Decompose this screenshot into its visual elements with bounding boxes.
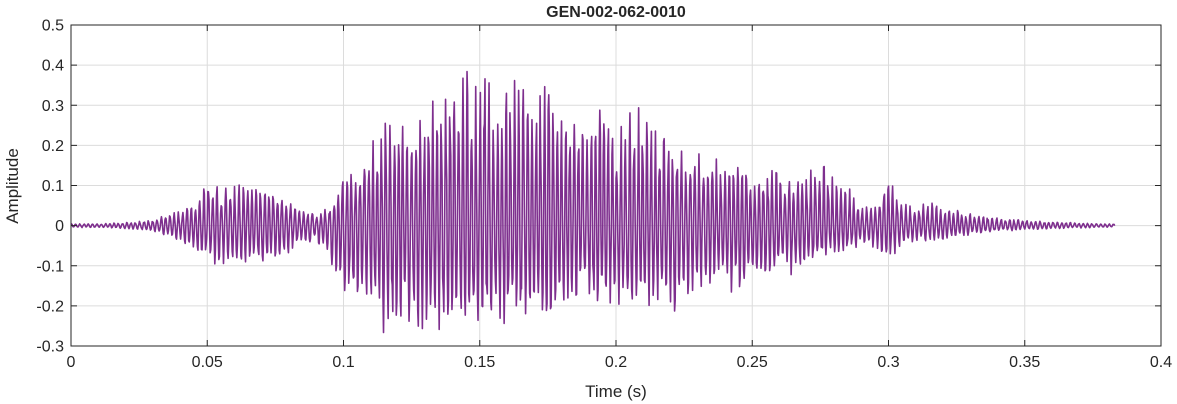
y-axis-label: Amplitude bbox=[3, 148, 22, 224]
chart-title: GEN-002-062-0010 bbox=[546, 4, 686, 21]
y-tick-label: 0.3 bbox=[42, 98, 64, 115]
y-tick-label: 0.1 bbox=[42, 178, 64, 195]
y-tick-label: -0.3 bbox=[36, 339, 64, 356]
x-tick-label: 0.2 bbox=[605, 354, 627, 371]
waveform-trace bbox=[70, 70, 1116, 334]
y-tick-label: 0.5 bbox=[42, 18, 64, 35]
tick-layer: 0 0.05 0.1 0.15 0.2 0.25 0.3 0.35 0.4 -0.3 -0.2 -0.… bbox=[36, 18, 1172, 372]
x-tick-label: 0.1 bbox=[332, 354, 354, 371]
x-tick-label: 0.05 bbox=[192, 354, 223, 371]
x-tick-label: 0.25 bbox=[737, 354, 768, 371]
trace-layer bbox=[70, 70, 1116, 334]
y-tick-label: 0 bbox=[55, 218, 64, 235]
y-tick-label: 0.2 bbox=[42, 138, 64, 155]
x-tick-label: 0.35 bbox=[1009, 354, 1040, 371]
x-tick-label: 0 bbox=[67, 354, 76, 371]
x-axis-label: Time (s) bbox=[585, 382, 647, 401]
y-tick-label: -0.1 bbox=[36, 258, 64, 275]
x-tick-label: 0.15 bbox=[464, 354, 495, 371]
x-tick-label: 0.3 bbox=[877, 354, 899, 371]
y-tick-label: 0.4 bbox=[42, 58, 64, 75]
y-tick-label: -0.2 bbox=[36, 298, 64, 315]
x-tick-label: 0.4 bbox=[1150, 354, 1172, 371]
